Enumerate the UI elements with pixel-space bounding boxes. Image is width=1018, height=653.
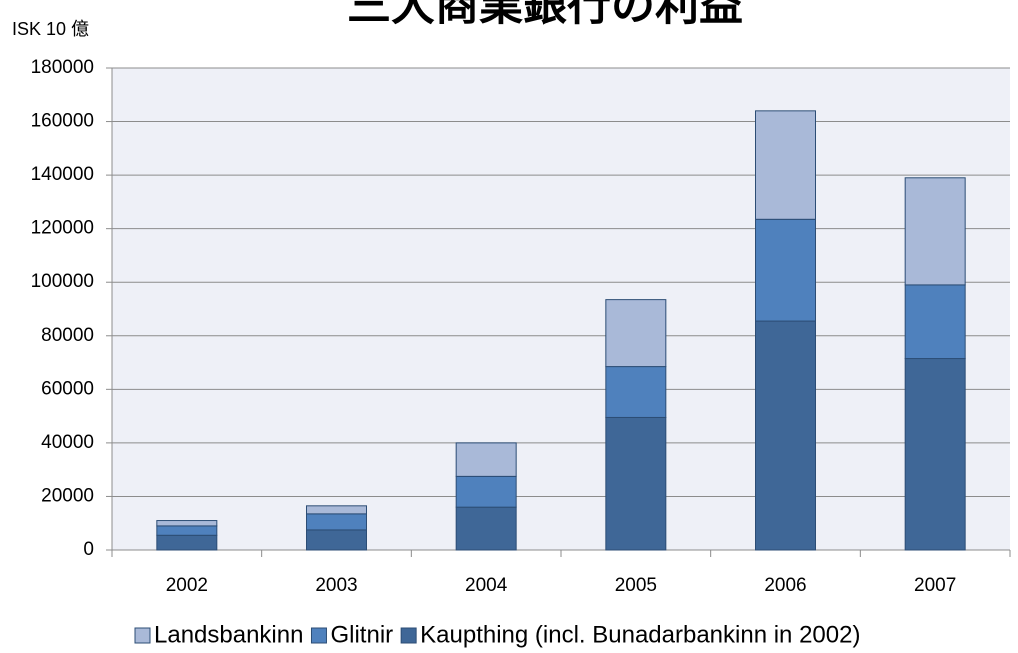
- x-tick-label: 2002: [166, 575, 208, 596]
- y-tick-label: 60000: [41, 378, 94, 399]
- bar-segment: [455, 475, 517, 508]
- legend-label: Glitnir: [330, 621, 393, 648]
- x-tick-label: 2006: [764, 575, 806, 596]
- bar-segment: [306, 505, 367, 515]
- bar-segment: [904, 358, 966, 551]
- bar-segment: [904, 177, 966, 286]
- bar-segment: [755, 218, 816, 322]
- y-tick-label: 40000: [41, 432, 94, 453]
- y-axis-label: ISK 10 億: [12, 19, 89, 39]
- y-tick-label: 20000: [41, 485, 94, 506]
- bar-segment: [156, 520, 218, 527]
- legend-swatch: [134, 627, 151, 644]
- bar-segment: [755, 110, 816, 220]
- legend-swatch: [400, 627, 417, 644]
- y-tick-label: 160000: [31, 111, 94, 132]
- legend-label: Landsbankinn: [154, 621, 303, 648]
- bar-segment: [605, 299, 667, 368]
- bar-segment: [156, 525, 218, 536]
- x-tick-label: 2007: [914, 575, 956, 596]
- legend-swatch: [310, 627, 327, 644]
- bar-segment: [306, 513, 367, 531]
- chart-title: 三大商業銀行の利益: [347, 0, 743, 30]
- bar-segment: [605, 416, 667, 551]
- bar-segment: [455, 442, 517, 477]
- bar-segment: [306, 529, 367, 551]
- y-tick-label: 0: [83, 539, 94, 560]
- y-tick-label: 100000: [31, 271, 94, 292]
- plot-area: [112, 68, 1010, 550]
- bar-segment: [755, 320, 816, 551]
- y-tick-label: 140000: [31, 164, 94, 185]
- y-tick-label: 180000: [31, 57, 94, 78]
- y-tick-label: 80000: [41, 325, 94, 346]
- x-tick-label: 2004: [465, 575, 508, 596]
- bar-segment: [605, 366, 667, 418]
- y-tick-label: 120000: [31, 218, 94, 239]
- x-tick-label: 2003: [315, 575, 357, 596]
- bar-segment: [156, 534, 218, 551]
- legend-label: Kaupthing (incl. Bunadarbankinn in 2002): [420, 621, 860, 648]
- bar-segment: [455, 506, 517, 551]
- x-tick-label: 2005: [615, 575, 657, 596]
- bar-segment: [904, 284, 966, 360]
